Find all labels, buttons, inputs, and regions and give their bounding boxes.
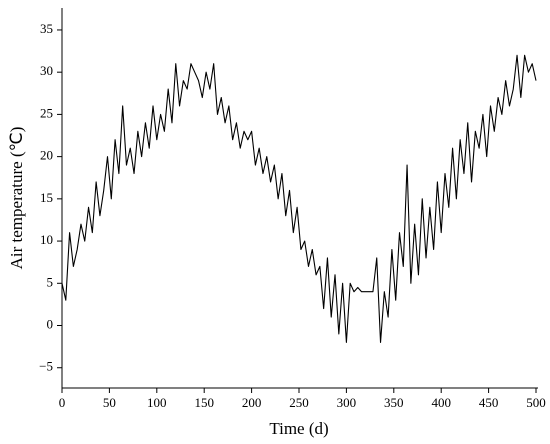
x-tick-label: 350: [384, 395, 404, 410]
y-tick-label: 15: [40, 190, 53, 205]
y-tick-label: 10: [40, 232, 53, 247]
y-tick-label: 5: [47, 274, 54, 289]
y-tick-label: 30: [40, 63, 53, 78]
y-tick-label: 35: [40, 21, 53, 36]
x-tick-label: 0: [59, 395, 66, 410]
y-axis-label: Air temperature (℃): [7, 127, 26, 270]
x-tick-label: 400: [431, 395, 451, 410]
x-tick-label: 450: [479, 395, 499, 410]
x-tick-label: 200: [242, 395, 262, 410]
x-tick-label: 250: [289, 395, 309, 410]
y-tick-label: 25: [40, 105, 53, 120]
data-line: [61, 54, 537, 343]
y-tick-label: 20: [40, 148, 53, 163]
x-tick-label: 50: [103, 395, 116, 410]
x-tick-label: 100: [147, 395, 167, 410]
y-tick-label: −5: [39, 359, 53, 374]
y-tick-label: 0: [47, 316, 54, 331]
x-tick-label: 500: [526, 395, 546, 410]
x-axis-label: Time (d): [269, 419, 328, 438]
x-tick-label: 300: [337, 395, 357, 410]
x-tick-label: 150: [194, 395, 214, 410]
